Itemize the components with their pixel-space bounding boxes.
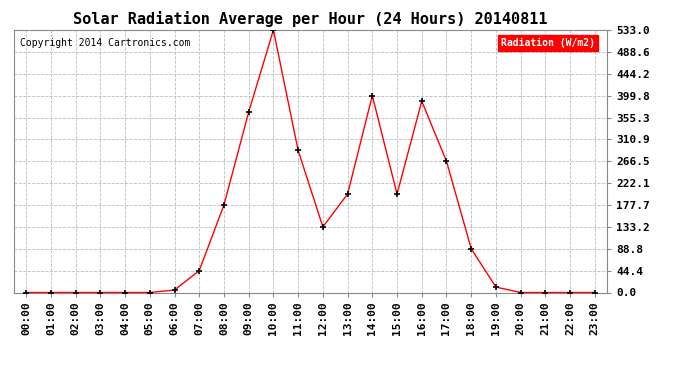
Text: Copyright 2014 Cartronics.com: Copyright 2014 Cartronics.com <box>20 38 190 48</box>
Text: Radiation (W/m2): Radiation (W/m2) <box>502 38 595 48</box>
Title: Solar Radiation Average per Hour (24 Hours) 20140811: Solar Radiation Average per Hour (24 Hou… <box>73 12 548 27</box>
